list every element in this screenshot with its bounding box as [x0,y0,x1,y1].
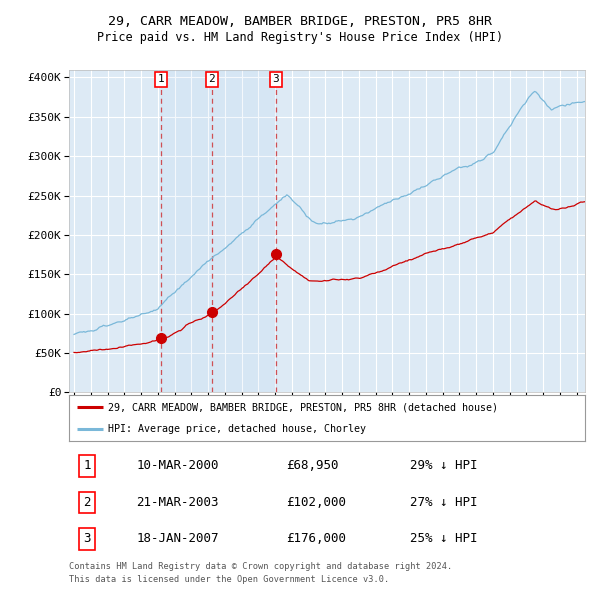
Text: Contains HM Land Registry data © Crown copyright and database right 2024.: Contains HM Land Registry data © Crown c… [69,562,452,571]
Text: 29, CARR MEADOW, BAMBER BRIDGE, PRESTON, PR5 8HR (detached house): 29, CARR MEADOW, BAMBER BRIDGE, PRESTON,… [108,402,498,412]
Text: 3: 3 [272,74,279,84]
Text: This data is licensed under the Open Government Licence v3.0.: This data is licensed under the Open Gov… [69,575,389,584]
Text: £68,950: £68,950 [286,460,338,473]
Bar [161,70,276,392]
Text: 25% ↓ HPI: 25% ↓ HPI [410,532,477,545]
Text: 3: 3 [83,532,91,545]
Text: 1: 1 [158,74,164,84]
Text: 21-MAR-2003: 21-MAR-2003 [136,496,218,509]
Text: 2: 2 [208,74,215,84]
Text: HPI: Average price, detached house, Chorley: HPI: Average price, detached house, Chor… [108,424,366,434]
Text: 10-MAR-2000: 10-MAR-2000 [136,460,218,473]
Text: Price paid vs. HM Land Registry's House Price Index (HPI): Price paid vs. HM Land Registry's House … [97,31,503,44]
Text: 29% ↓ HPI: 29% ↓ HPI [410,460,477,473]
Text: £102,000: £102,000 [286,496,346,509]
Text: 27% ↓ HPI: 27% ↓ HPI [410,496,477,509]
Text: £176,000: £176,000 [286,532,346,545]
Text: 1: 1 [83,460,91,473]
Text: 18-JAN-2007: 18-JAN-2007 [136,532,218,545]
Text: 29, CARR MEADOW, BAMBER BRIDGE, PRESTON, PR5 8HR: 29, CARR MEADOW, BAMBER BRIDGE, PRESTON,… [108,15,492,28]
Text: 2: 2 [83,496,91,509]
